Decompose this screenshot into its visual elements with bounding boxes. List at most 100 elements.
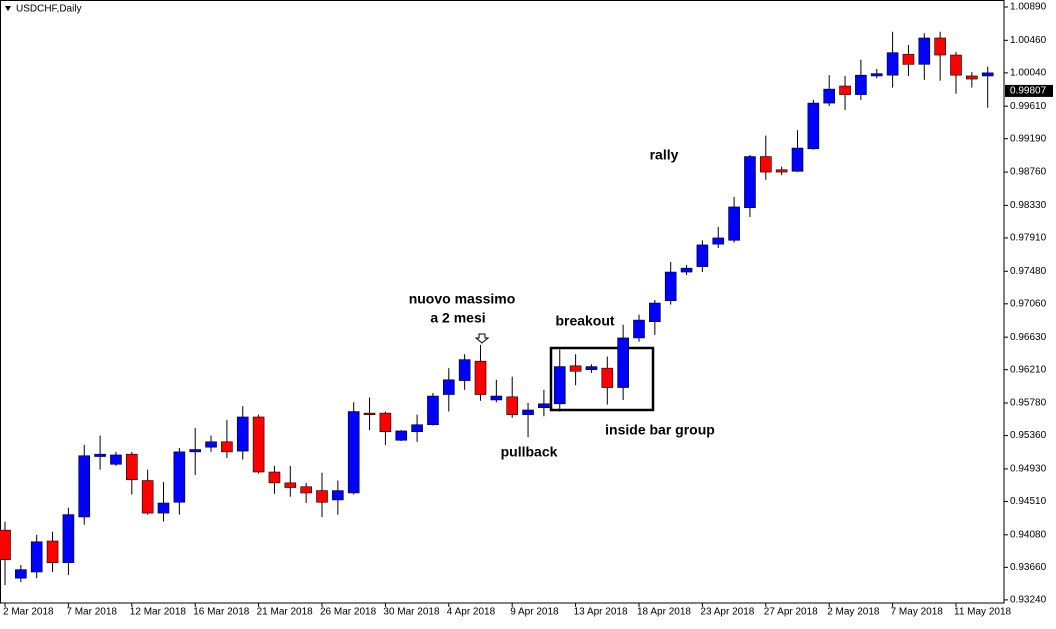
- y-tick-label: 0.96210: [1010, 364, 1047, 375]
- annotation: inside bar group: [605, 422, 715, 438]
- candle-body: [427, 395, 439, 426]
- candle-body: [316, 490, 328, 503]
- y-tick-label: 0.94510: [1010, 496, 1047, 507]
- candle-body: [15, 569, 27, 579]
- x-tick-label: 21 Mar 2018: [257, 607, 314, 618]
- candle-body: [284, 482, 297, 488]
- x-tick-label: 4 Apr 2018: [447, 607, 496, 618]
- candle-body: [633, 319, 645, 339]
- candle-body: [886, 52, 899, 76]
- candle-body: [601, 367, 614, 388]
- x-tick-label: 2 Mar 2018: [3, 607, 54, 618]
- candle-body: [934, 37, 946, 56]
- candle-body: [300, 486, 312, 494]
- x-tick-label: 30 Mar 2018: [383, 607, 440, 618]
- x-tick-label: 12 Mar 2018: [130, 607, 187, 618]
- candle-body: [712, 237, 725, 245]
- candle-body: [981, 72, 994, 77]
- candle-body: [458, 359, 471, 381]
- x-tick-label: 9 Apr 2018: [510, 607, 559, 618]
- x-tick-label: 7 May 2018: [891, 607, 944, 618]
- candle-body: [553, 366, 566, 405]
- candle-body: [855, 74, 867, 95]
- x-tick-label: 16 Mar 2018: [193, 607, 250, 618]
- candle-body: [395, 430, 408, 441]
- candle-body: [0, 529, 11, 560]
- candle-body: [236, 416, 249, 452]
- candle-body: [538, 403, 550, 408]
- candle-body: [839, 85, 851, 95]
- annotation: rally: [650, 147, 679, 163]
- candle-body: [807, 102, 820, 150]
- y-tick-label: 0.97910: [1010, 233, 1047, 244]
- candle-body: [30, 541, 43, 573]
- candle-body: [585, 366, 598, 371]
- candle-body: [664, 271, 677, 302]
- candle-body: [110, 454, 122, 465]
- candle-body: [744, 156, 756, 209]
- candle-body: [506, 396, 519, 415]
- last-price-label: 0.99807: [1010, 86, 1047, 97]
- candle-body: [522, 409, 534, 415]
- y-tick-label: 0.94930: [1010, 464, 1047, 475]
- chart-title: USDCHF,Daily: [16, 4, 82, 15]
- candle-body: [474, 360, 487, 395]
- candle-body: [728, 206, 740, 241]
- y-tick-label: 1.00890: [1010, 2, 1047, 13]
- candle-body: [126, 453, 138, 481]
- candle-body: [649, 302, 661, 322]
- y-tick-label: 0.93660: [1010, 562, 1047, 573]
- candle-body: [950, 54, 962, 76]
- candle-body: [268, 471, 281, 484]
- y-tick-label: 0.95780: [1010, 398, 1047, 409]
- candle-body: [189, 449, 201, 453]
- candle-body: [252, 416, 265, 473]
- candle-body: [347, 411, 360, 494]
- annotation: a 2 mesi: [430, 310, 485, 326]
- candle-body: [759, 156, 772, 173]
- candle-body: [363, 412, 376, 415]
- annotation: nuovo massimo: [409, 291, 516, 307]
- arrow-icon: [474, 333, 490, 344]
- candle-body: [157, 502, 170, 514]
- annotation: breakout: [555, 313, 614, 329]
- x-tick-label: 23 Apr 2018: [700, 607, 754, 618]
- x-tick-label: 7 Mar 2018: [66, 607, 117, 618]
- y-tick-label: 0.97060: [1010, 298, 1047, 309]
- y-tick-label: 0.95360: [1010, 430, 1047, 441]
- x-tick-label: 18 Apr 2018: [637, 607, 691, 618]
- menu-triangle: [5, 6, 11, 11]
- candle-body: [411, 424, 423, 433]
- candle-body: [823, 88, 836, 104]
- y-tick-label: 1.00460: [1010, 35, 1047, 46]
- candle-body: [442, 379, 455, 395]
- candle-body: [46, 540, 59, 563]
- candle-body: [918, 37, 931, 65]
- candle-body: [78, 455, 91, 518]
- y-tick-label: 0.94080: [1010, 529, 1047, 540]
- x-tick-label: 27 Apr 2018: [764, 607, 818, 618]
- candle-body: [870, 73, 883, 77]
- candle-body: [332, 490, 344, 501]
- candle-body: [379, 412, 392, 433]
- x-tick-label: 2 May 2018: [827, 607, 880, 618]
- candle-body: [205, 441, 217, 448]
- plot-frame: [0, 0, 1005, 604]
- candle-body: [775, 169, 788, 173]
- y-tick-label: 0.99190: [1010, 133, 1047, 144]
- y-tick-label: 0.98760: [1010, 167, 1047, 178]
- y-tick-label: 0.99610: [1010, 101, 1047, 112]
- candle-body: [141, 480, 154, 514]
- candle-body: [221, 441, 233, 453]
- annotation: pullback: [501, 444, 558, 460]
- candle-body: [490, 395, 503, 401]
- last-price-box: [1005, 84, 1053, 97]
- x-tick-label: 11 May 2018: [954, 607, 1012, 618]
- candle-body: [173, 451, 186, 503]
- candle-body: [62, 514, 75, 563]
- candle-body: [617, 337, 629, 388]
- candle-body: [569, 365, 582, 372]
- y-tick-label: 1.00040: [1010, 67, 1047, 78]
